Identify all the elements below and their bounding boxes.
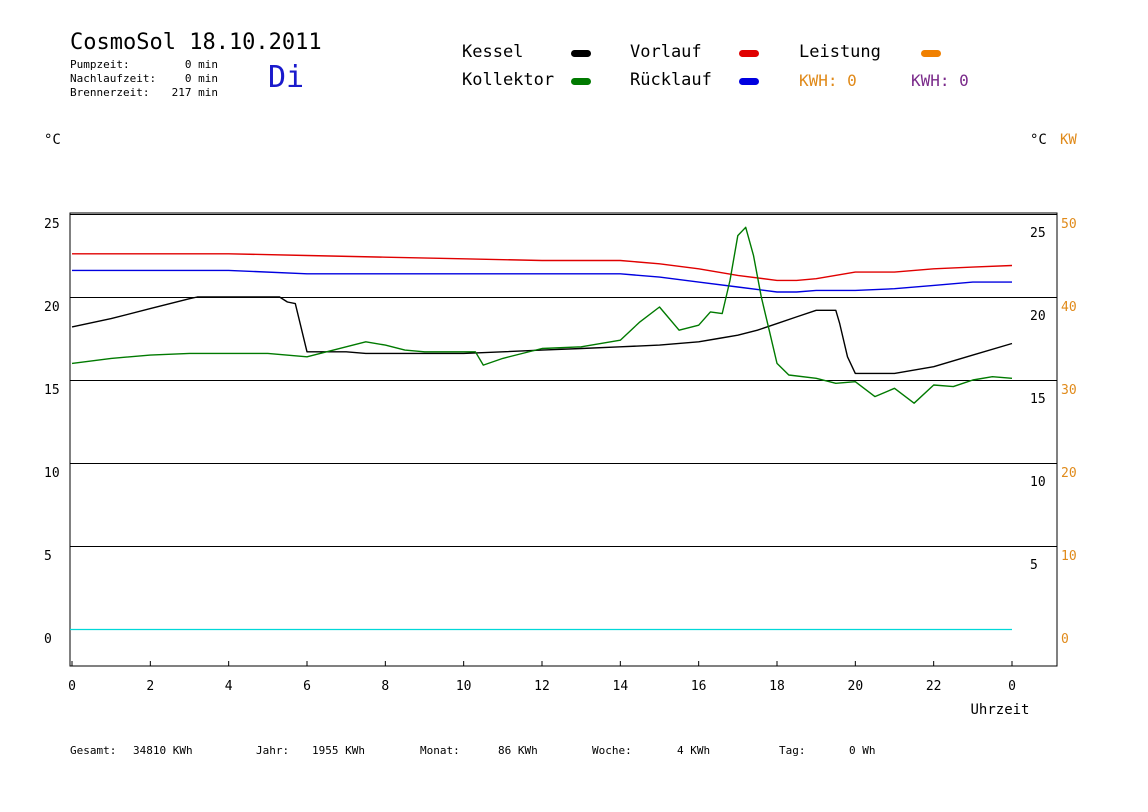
x-tick-label: 0 — [1008, 679, 1016, 694]
x-tick-label: 8 — [381, 679, 389, 694]
x-tick-label: 22 — [926, 679, 942, 694]
x-tick-label: 12 — [534, 679, 550, 694]
x-axis-label: Uhrzeit — [970, 702, 1029, 718]
kwh-purple-value: KWH: 0 — [911, 71, 969, 90]
legend-label-leistung: Leistung — [799, 42, 881, 62]
x-tick-label: 2 — [146, 679, 154, 694]
x-tick-label: 4 — [225, 679, 233, 694]
stat-label-nachlaufzeit: Nachlaufzeit: — [70, 72, 157, 85]
left-axis-unit: °C — [44, 132, 61, 148]
stat-value-nachlaufzeit: 0 min — [184, 72, 218, 85]
y-left-tick-label: 25 — [44, 217, 60, 232]
x-tick-label: 10 — [456, 679, 472, 694]
kwh-orange-value: KWH: 0 — [799, 71, 857, 90]
legend-swatch-ruecklauf — [739, 78, 759, 85]
x-tick-label: 6 — [303, 679, 311, 694]
y-left-tick-label: 20 — [44, 300, 60, 315]
x-tick-label: 14 — [613, 679, 629, 694]
legend-swatch-leistung — [921, 50, 941, 57]
y-right-tick-label: 10 — [1030, 475, 1046, 490]
right-axis-kw-unit: KW — [1060, 132, 1077, 148]
footer-tag-value: 0 Wh — [849, 744, 876, 757]
x-tick-label: 18 — [769, 679, 785, 694]
stat-value-pumpzeit: 0 min — [184, 58, 218, 71]
legend-swatch-kessel — [571, 50, 591, 57]
y-kw-tick-label: 30 — [1061, 383, 1077, 398]
y-kw-tick-label: 10 — [1061, 549, 1077, 564]
y-left-tick-label: 10 — [44, 466, 60, 481]
legend-swatch-vorlauf — [739, 50, 759, 57]
x-tick-label: 20 — [848, 679, 864, 694]
footer-tag-label: Tag: — [779, 744, 806, 757]
y-kw-tick-label: 0 — [1061, 632, 1069, 647]
x-tick-label: 16 — [691, 679, 707, 694]
legend-label-ruecklauf: Rücklauf — [630, 70, 712, 90]
y-right-tick-label: 20 — [1030, 309, 1046, 324]
y-kw-tick-label: 40 — [1061, 300, 1077, 315]
y-right-tick-label: 15 — [1030, 392, 1046, 407]
y-right-tick-label: 5 — [1030, 558, 1038, 573]
footer-gesamt-label: Gesamt: — [70, 744, 117, 757]
plot-frame — [69, 212, 1058, 667]
legend-label-vorlauf: Vorlauf — [630, 42, 702, 62]
footer-woche-value: 4 KWh — [677, 744, 711, 757]
footer-monat-value: 86 KWh — [498, 744, 538, 757]
y-left-tick-label: 15 — [44, 383, 60, 398]
y-left-tick-label: 0 — [44, 632, 52, 647]
footer-woche-label: Woche: — [592, 744, 632, 757]
y-left-tick-label: 5 — [44, 549, 52, 564]
legend-label-kollektor: Kollektor — [462, 70, 555, 90]
weekday-label: Di — [268, 60, 305, 95]
footer-gesamt-value: 34810 KWh — [133, 744, 193, 757]
x-tick-label: 0 — [68, 679, 76, 694]
footer-jahr-value: 1955 KWh — [312, 744, 365, 757]
legend-swatch-kollektor — [571, 78, 591, 85]
y-right-tick-label: 25 — [1030, 226, 1046, 241]
app-title: CosmoSol 18.10.2011 — [70, 30, 322, 55]
y-kw-tick-label: 50 — [1061, 217, 1077, 232]
legend-label-kessel: Kessel — [462, 42, 524, 62]
series-line-kessel — [71, 296, 1013, 375]
stat-label-pumpzeit: Pumpzeit: — [70, 58, 130, 71]
footer-monat-label: Monat: — [420, 744, 460, 757]
y-kw-tick-label: 20 — [1061, 466, 1077, 481]
footer-jahr-label: Jahr: — [256, 744, 290, 757]
series-line-vorlauf — [72, 253, 1013, 282]
stat-value-brennerzeit: 217 min — [171, 86, 218, 99]
series-line-kollektor — [71, 226, 1013, 404]
series-line-ruecklauf — [72, 269, 1012, 293]
stat-label-brennerzeit: Brennerzeit: — [70, 86, 150, 99]
right-axis-unit: °C — [1030, 132, 1047, 148]
